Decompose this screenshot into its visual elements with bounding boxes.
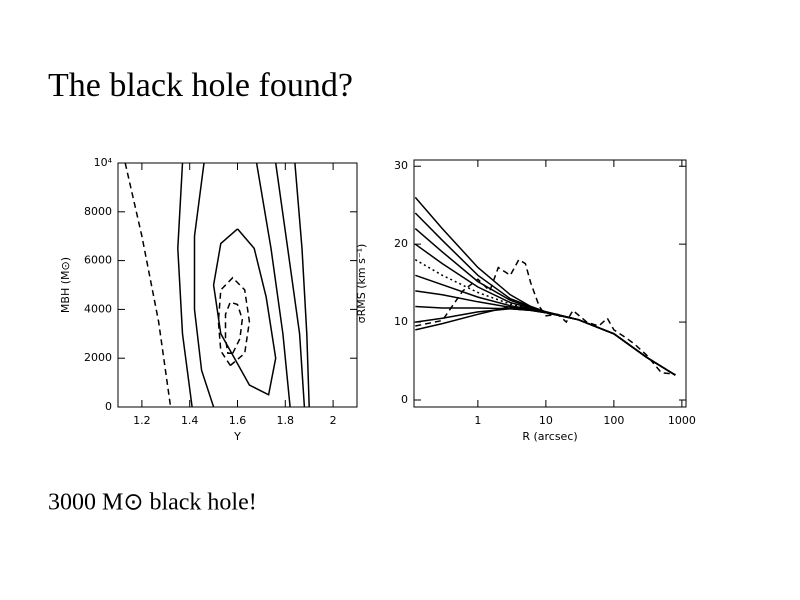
model-line (415, 290, 676, 376)
x-tick-label: 1.4 (181, 414, 199, 427)
model-line (414, 196, 676, 376)
y-tick-label: 2000 (84, 351, 112, 364)
x-tick-label: 1.6 (229, 414, 247, 427)
x-tick-label: 100 (603, 414, 624, 427)
contour-line (255, 163, 291, 407)
slide-title: The black hole found? (48, 67, 353, 104)
x-tick-label: 2 (330, 414, 337, 427)
y-tick-label: 10⁴ (94, 156, 113, 169)
y-tick-label: 0 (105, 400, 112, 413)
contour-line (217, 276, 251, 367)
y-tick-label: 4000 (84, 302, 112, 315)
x-tick-label: 1000 (668, 414, 696, 427)
plot-frame (117, 162, 358, 408)
y-tick-label: 8000 (84, 205, 112, 218)
model-line (415, 308, 676, 376)
plot-frame (413, 159, 687, 408)
model-line (414, 259, 676, 376)
y-tick-label: 20 (394, 237, 408, 250)
y-tick-label: 0 (401, 393, 408, 406)
model-line (414, 228, 676, 376)
x-tick-label: 10 (539, 414, 553, 427)
y-tick-label: 6000 (84, 254, 112, 267)
model-line (415, 258, 676, 376)
y-tick-label: 30 (394, 159, 408, 172)
x-tick-label: 1 (474, 414, 481, 427)
contour-line (212, 228, 277, 396)
caption: 3000 M⊙ black hole! (48, 490, 257, 516)
contour-line (193, 163, 215, 407)
model-line (414, 243, 676, 376)
x-tick-label: 1.2 (133, 414, 151, 427)
model-line (415, 274, 676, 376)
y-axis-label: MBH (M⊙) (59, 257, 72, 313)
x-tick-label: 1.8 (277, 414, 295, 427)
y-axis-label: σRMS (km s⁻¹) (355, 244, 368, 324)
x-axis-label: R (arcsec) (522, 430, 577, 443)
x-axis-label: Υ (233, 430, 241, 443)
contour-line (224, 301, 244, 355)
contour-line (177, 163, 193, 407)
model-line (415, 305, 676, 376)
contour-line (294, 163, 310, 407)
contour-line (274, 163, 306, 407)
contour-line (124, 163, 172, 407)
y-tick-label: 10 (394, 315, 408, 328)
